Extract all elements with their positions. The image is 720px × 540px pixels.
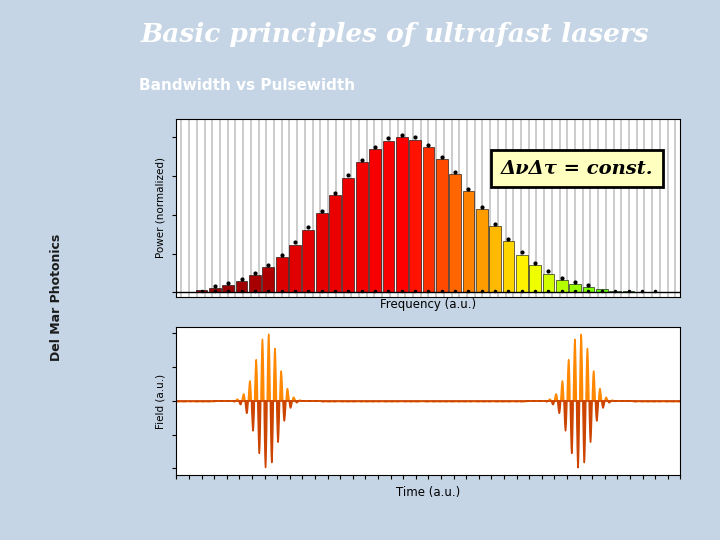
Text: Del Mar Photonics: Del Mar Photonics [50,233,63,361]
Bar [249,275,261,292]
Bar [316,213,328,292]
Bar [209,288,221,292]
Text: Basic principles of ultrafast lasers: Basic principles of ultrafast lasers [141,22,649,46]
Text: ΔνΔτ = const.: ΔνΔτ = const. [501,160,653,178]
Bar [529,265,541,292]
Bar [516,254,528,292]
Y-axis label: Power (normalized): Power (normalized) [156,157,166,259]
Bar [570,285,581,292]
Bar [462,191,474,292]
X-axis label: Time (a.u.): Time (a.u.) [396,485,461,498]
Bar [409,139,421,292]
Bar [596,289,608,292]
Bar [369,149,381,292]
Bar [396,137,408,292]
Bar [235,281,248,292]
Bar [356,162,368,292]
Bar [196,290,207,292]
Bar [343,178,354,292]
Bar [489,226,501,292]
Bar [276,257,287,292]
Bar [302,230,314,292]
Bar [556,280,567,292]
Bar [543,274,554,292]
Y-axis label: Field (a.u.): Field (a.u.) [156,373,166,429]
Bar [609,291,621,292]
Bar [503,241,514,292]
X-axis label: Frequency (a.u.): Frequency (a.u.) [380,299,477,312]
Bar [289,245,301,292]
Bar [582,287,595,292]
Bar [423,147,434,292]
Bar [449,174,461,292]
Bar [436,159,448,292]
Bar [222,285,234,292]
Text: Bandwidth vs Pulsewidth: Bandwidth vs Pulsewidth [140,78,356,93]
Bar [476,209,487,292]
Bar [382,141,395,292]
Bar [262,267,274,292]
Bar [329,195,341,292]
